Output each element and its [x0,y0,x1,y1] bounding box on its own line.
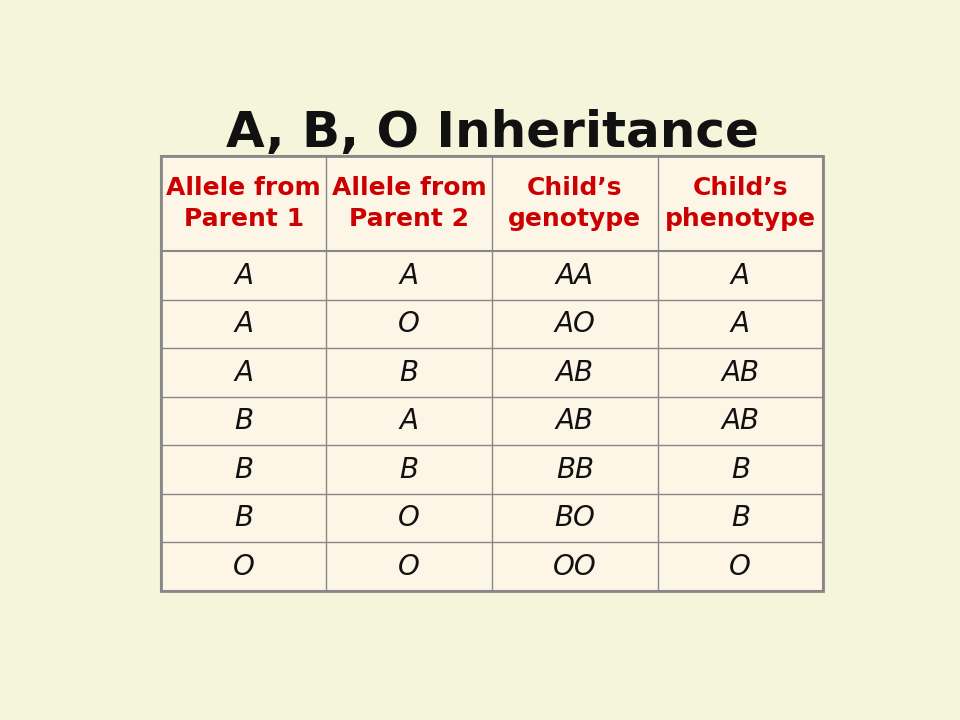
Text: AB: AB [721,359,759,387]
Text: Child’s
phenotype: Child’s phenotype [665,176,816,231]
Text: A: A [234,359,253,387]
Text: B: B [399,359,419,387]
Text: A: A [399,261,419,289]
Text: AA: AA [556,261,594,289]
Text: A, B, O Inheritance: A, B, O Inheritance [226,109,758,156]
Text: B: B [234,408,253,435]
Text: Child’s
genotype: Child’s genotype [508,176,641,231]
Text: BO: BO [554,504,595,532]
Text: B: B [731,456,750,484]
Text: AO: AO [554,310,595,338]
Text: B: B [234,504,253,532]
Bar [161,156,823,591]
Text: AB: AB [556,408,594,435]
Text: O: O [730,553,752,580]
Text: AB: AB [556,359,594,387]
Text: B: B [399,456,419,484]
Text: O: O [398,553,420,580]
Text: O: O [398,504,420,532]
Text: A: A [731,261,750,289]
Text: A: A [731,310,750,338]
Text: AB: AB [721,408,759,435]
Text: OO: OO [553,553,597,580]
Text: Allele from
Parent 2: Allele from Parent 2 [332,176,487,231]
Text: Allele from
Parent 1: Allele from Parent 1 [166,176,321,231]
Text: A: A [399,408,419,435]
Text: BB: BB [556,456,594,484]
Bar [161,156,823,591]
Text: B: B [731,504,750,532]
Text: A: A [234,261,253,289]
Text: A: A [234,310,253,338]
Text: O: O [232,553,254,580]
Text: B: B [234,456,253,484]
Text: O: O [398,310,420,338]
